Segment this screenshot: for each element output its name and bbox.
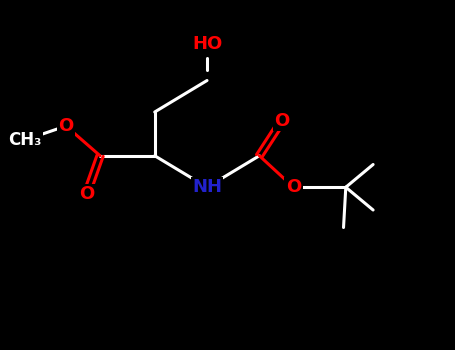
Text: O: O [286,178,301,196]
Text: NH: NH [192,178,222,196]
Text: HO: HO [192,35,222,53]
Text: CH₃: CH₃ [8,131,42,149]
Text: O: O [79,185,94,203]
Text: O: O [58,117,74,135]
Text: O: O [274,112,290,130]
